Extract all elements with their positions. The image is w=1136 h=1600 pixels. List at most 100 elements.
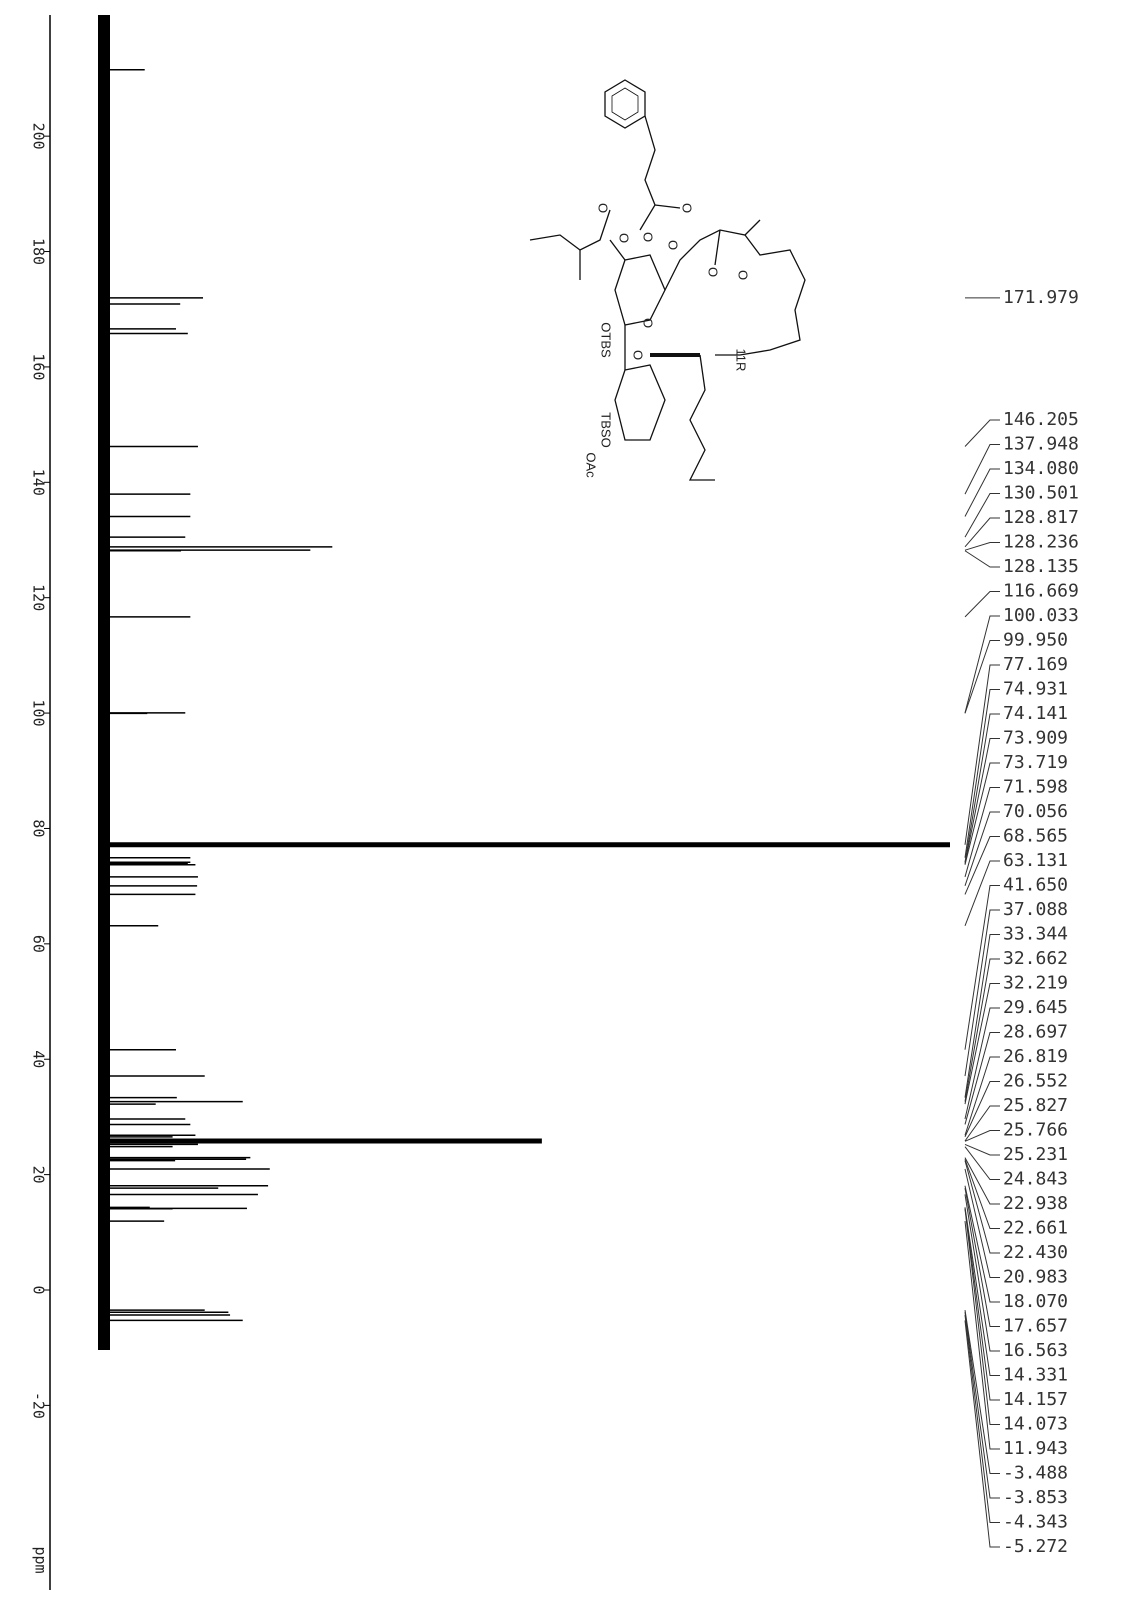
peak-label: 70.056 bbox=[1003, 801, 1068, 822]
peak-connector bbox=[964, 1007, 1000, 1120]
peak-label: 25.231 bbox=[1003, 1144, 1068, 1165]
peak-label: 26.819 bbox=[1003, 1046, 1068, 1067]
peak-connector bbox=[964, 1146, 1000, 1180]
y-tick-label: 180 bbox=[30, 238, 48, 265]
peak-label: 128.236 bbox=[1003, 532, 1079, 553]
peak-connector bbox=[964, 983, 1000, 1105]
structure-label: OAc bbox=[584, 452, 599, 478]
peak-connector bbox=[964, 1160, 1000, 1254]
peak-label: 14.157 bbox=[1003, 1389, 1068, 1410]
peak-connector bbox=[964, 713, 1000, 863]
y-tick-label: 20 bbox=[30, 1166, 48, 1184]
peak-connector bbox=[964, 1312, 1000, 1499]
peak-label: 14.331 bbox=[1003, 1365, 1068, 1386]
peak-label: 128.135 bbox=[1003, 556, 1079, 577]
structure bbox=[529, 79, 806, 481]
peak-label: 26.552 bbox=[1003, 1071, 1068, 1092]
peak-label: 24.843 bbox=[1003, 1169, 1068, 1190]
peak-connector bbox=[964, 1194, 1000, 1352]
peak-connector bbox=[964, 860, 1000, 926]
peak-connector bbox=[964, 615, 1000, 714]
peak-label: 22.661 bbox=[1003, 1218, 1068, 1239]
peak-label: 116.669 bbox=[1003, 581, 1079, 602]
structure-label: O bbox=[641, 232, 656, 242]
structure-label: TBSO bbox=[599, 412, 614, 447]
peak-connector bbox=[964, 1207, 1000, 1376]
peak-connector bbox=[964, 468, 1000, 517]
peak-label: 77.169 bbox=[1003, 654, 1068, 675]
peak-label: 18.070 bbox=[1003, 1291, 1068, 1312]
peak-label: 100.033 bbox=[1003, 605, 1079, 626]
peak-connector bbox=[964, 934, 1000, 1098]
peak-label: 171.979 bbox=[1003, 287, 1079, 308]
peak-label: -4.343 bbox=[1003, 1512, 1068, 1533]
y-tick-label: 120 bbox=[30, 584, 48, 611]
peak-label: 25.766 bbox=[1003, 1120, 1068, 1141]
peak-connector bbox=[964, 1081, 1000, 1138]
peak-connector bbox=[964, 1168, 1000, 1278]
peak-connector bbox=[964, 689, 1000, 858]
peak-connector bbox=[964, 591, 1000, 618]
peak-connector bbox=[964, 1185, 1000, 1303]
peak-label: 68.565 bbox=[1003, 826, 1068, 847]
peak-connector bbox=[964, 550, 1000, 568]
structure-label: O bbox=[666, 240, 681, 250]
peak-label: 41.650 bbox=[1003, 875, 1068, 896]
y-tick-label: 60 bbox=[30, 935, 48, 953]
y-tick-label: 40 bbox=[30, 1050, 48, 1068]
peak-label: -3.488 bbox=[1003, 1463, 1068, 1484]
peak-connector bbox=[964, 517, 1000, 548]
peak-label: 146.205 bbox=[1003, 409, 1079, 430]
y-tick-label: -20 bbox=[30, 1392, 48, 1419]
structure-label: O bbox=[680, 203, 695, 213]
peak-connector bbox=[964, 1320, 1000, 1548]
peak-label: 37.088 bbox=[1003, 899, 1068, 920]
structure-label: O bbox=[617, 233, 632, 243]
structure-label: O bbox=[596, 203, 611, 213]
peak-label: 33.344 bbox=[1003, 924, 1068, 945]
peak-label: 32.662 bbox=[1003, 948, 1068, 969]
peak-label: 74.931 bbox=[1003, 679, 1068, 700]
peak-label: 28.697 bbox=[1003, 1022, 1068, 1043]
peak-label: 63.131 bbox=[1003, 850, 1068, 871]
peak-connector bbox=[964, 1310, 1000, 1474]
peak-label: 130.501 bbox=[1003, 483, 1079, 504]
peak-label: 73.909 bbox=[1003, 728, 1068, 749]
peak-connector bbox=[964, 493, 1000, 538]
peak-connector bbox=[964, 1130, 1000, 1142]
structure-label: 11R bbox=[734, 349, 749, 372]
peak-connector bbox=[964, 1157, 1000, 1205]
y-tick-label: 200 bbox=[30, 123, 48, 150]
peak-label: 29.645 bbox=[1003, 997, 1068, 1018]
peak-connector bbox=[964, 885, 1000, 1050]
peak-connector bbox=[964, 1159, 1000, 1229]
peak-connector bbox=[964, 664, 1000, 845]
peak-label: 11.943 bbox=[1003, 1438, 1068, 1459]
peak-connector bbox=[964, 1105, 1000, 1142]
peak-connector bbox=[964, 909, 1000, 1077]
peak-connector bbox=[964, 1208, 1000, 1425]
peak-connector bbox=[964, 542, 1000, 551]
peak-label: 74.141 bbox=[1003, 703, 1068, 724]
peak-label: 16.563 bbox=[1003, 1340, 1068, 1361]
y-tick-label: 0 bbox=[30, 1285, 48, 1294]
structure-label: O bbox=[641, 318, 656, 328]
peak-connector bbox=[964, 1188, 1000, 1327]
peak-label: 17.657 bbox=[1003, 1316, 1068, 1337]
peak-label: 22.430 bbox=[1003, 1242, 1068, 1263]
y-tick-label: 140 bbox=[30, 469, 48, 496]
peak-label: 71.598 bbox=[1003, 777, 1068, 798]
peak-connector bbox=[964, 444, 1000, 495]
peak-label: 32.219 bbox=[1003, 973, 1068, 994]
peak-label: -3.853 bbox=[1003, 1487, 1068, 1508]
y-tick-label: 100 bbox=[30, 700, 48, 727]
peak-connector bbox=[964, 762, 1000, 865]
peak-connector bbox=[964, 738, 1000, 864]
y-tick-label: 160 bbox=[30, 353, 48, 380]
peak-connector bbox=[964, 1314, 1000, 1523]
peak-label: 14.073 bbox=[1003, 1414, 1068, 1435]
baseline-noise bbox=[98, 15, 110, 1350]
peak-connector bbox=[964, 1221, 1000, 1450]
